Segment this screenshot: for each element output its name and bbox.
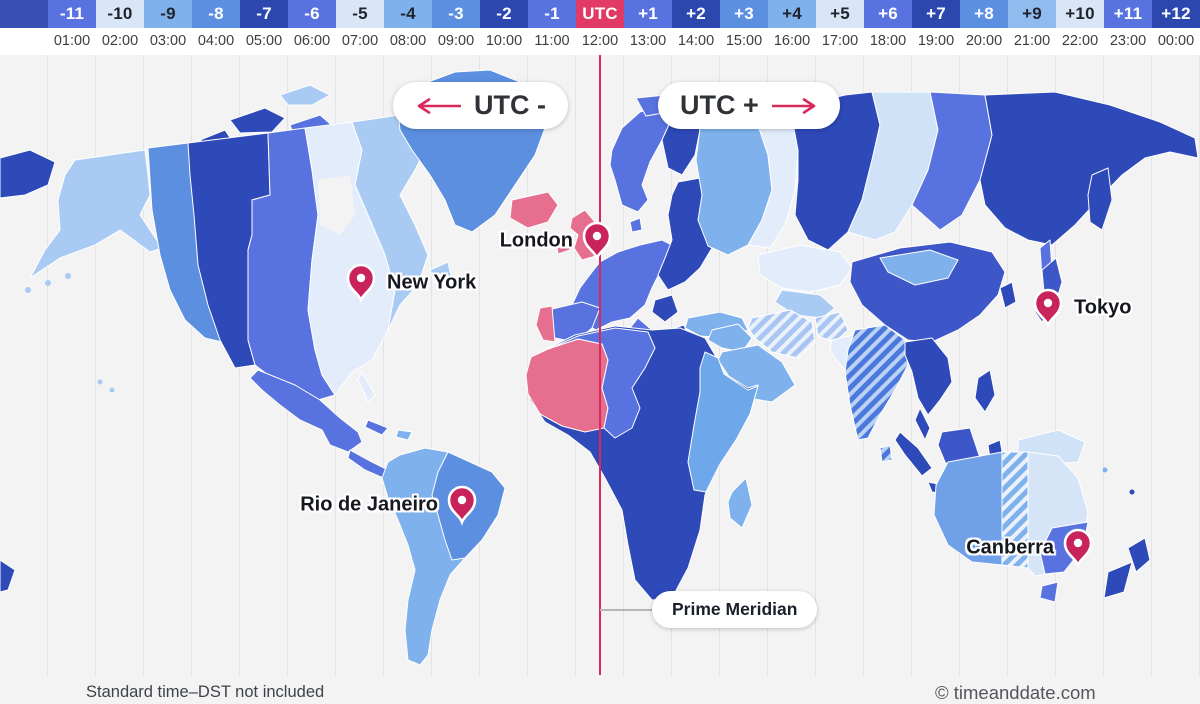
utc-offset-cell-+3[interactable]: +3: [720, 0, 768, 28]
time-label: 16:00: [773, 33, 811, 49]
utc-offset-cell-+5[interactable]: +5: [816, 0, 864, 28]
world-map-area[interactable]: UTC - UTC + Prime Meridian London New Yor…: [0, 55, 1200, 703]
time-label: 22:00: [1061, 33, 1099, 49]
utc-offset-cell--10[interactable]: -10: [96, 0, 144, 28]
utc-offset-cell-+12[interactable]: +12: [1152, 0, 1200, 28]
utc-offset-cell--6[interactable]: -6: [288, 0, 336, 28]
time-label: 19:00: [917, 33, 955, 49]
utc-plus-button[interactable]: UTC +: [658, 82, 840, 129]
time-label: 13:00: [629, 33, 667, 49]
time-label: 06:00: [293, 33, 331, 49]
city-label: London: [499, 229, 573, 252]
time-label: 11:00: [534, 33, 570, 49]
utc-offset-cell-+8[interactable]: +8: [960, 0, 1008, 28]
utc-plus-label: UTC +: [680, 90, 759, 120]
arrow-left-icon: [417, 97, 461, 114]
utc-offset-cell-+6[interactable]: +6: [864, 0, 912, 28]
time-label: 00:00: [1157, 33, 1195, 49]
city-label: Canberra: [966, 536, 1054, 559]
utc-offset-cell--1[interactable]: -1: [528, 0, 576, 28]
time-label: 02:00: [101, 33, 139, 49]
utc-offset-cell--8[interactable]: -8: [192, 0, 240, 28]
prime-meridian-connector: [600, 609, 656, 611]
time-label: 21:00: [1013, 33, 1051, 49]
utc-offset-cell--5[interactable]: -5: [336, 0, 384, 28]
map-pin-icon[interactable]: [1031, 286, 1065, 329]
prime-meridian-label: Prime Meridian: [672, 599, 798, 619]
utc-minus-button[interactable]: UTC -: [393, 82, 568, 129]
utc-minus-label: UTC -: [474, 90, 546, 120]
utc-offset-cell-+1[interactable]: +1: [624, 0, 672, 28]
utc-offset-bar: -11 -10 -9 -8 -7 -6 -5 -4 -3 -2 -1 UTC +1 +2 +3 +4 +5 +6 +…: [0, 0, 1200, 28]
time-label: 23:00: [1109, 33, 1147, 49]
map-pin-icon[interactable]: [344, 261, 378, 304]
time-label: 17:00: [821, 33, 859, 49]
time-label: 05:00: [245, 33, 283, 49]
map-pin-icon[interactable]: [1061, 526, 1095, 569]
utc-offset-cell-+11[interactable]: +11: [1104, 0, 1152, 28]
prime-meridian-line: [598, 55, 602, 675]
utc-offset-cell-+4[interactable]: +4: [768, 0, 816, 28]
time-labels-row: 01:00 02:00 03:00 04:00 05:00 06:00 07:00 08:00…: [0, 28, 1200, 55]
utc-offset-cell-+7[interactable]: +7: [912, 0, 960, 28]
time-label: 07:00: [341, 33, 379, 49]
world-map[interactable]: [0, 55, 1200, 675]
copyright-text: © timeanddate.com: [935, 682, 1096, 703]
time-label: 09:00: [437, 33, 475, 49]
utc-offset-cell-+9[interactable]: +9: [1008, 0, 1056, 28]
dst-footnote: Standard time–DST not included: [86, 683, 325, 701]
arrow-right-icon: [771, 97, 816, 114]
utc-offset-cell--4[interactable]: -4: [384, 0, 432, 28]
utc-offset-cell-UTC[interactable]: UTC: [576, 0, 624, 28]
utc-offset-cell--9[interactable]: -9: [144, 0, 192, 28]
time-label: 08:00: [389, 33, 427, 49]
utc-offset-cell--11[interactable]: -11: [48, 0, 96, 28]
city-label: New York: [387, 271, 477, 294]
time-label: 10:00: [485, 33, 523, 49]
utc-offset-cell--3[interactable]: -3: [432, 0, 480, 28]
city-label: Tokyo: [1074, 296, 1132, 319]
utc-offset-cell--2[interactable]: -2: [480, 0, 528, 28]
time-label: 20:00: [965, 33, 1003, 49]
city-label: Rio de Janeiro: [300, 493, 438, 516]
utc-offset-cell-+10[interactable]: +10: [1056, 0, 1104, 28]
utc-offset-cell-+2[interactable]: +2: [672, 0, 720, 28]
time-label: 18:00: [869, 33, 907, 49]
time-label: 03:00: [149, 33, 187, 49]
time-label: 04:00: [197, 33, 235, 49]
time-row-spacer: [0, 28, 48, 55]
time-label: 12:00: [581, 33, 619, 49]
time-label: 01:00: [53, 33, 91, 49]
map-pin-icon[interactable]: [445, 483, 479, 526]
time-label: 15:00: [725, 33, 763, 49]
map-pin-icon[interactable]: [580, 219, 614, 262]
prime-meridian-badge: Prime Meridian: [652, 591, 818, 628]
utc-offset-cell-edge[interactable]: [0, 0, 48, 28]
utc-offset-cell--7[interactable]: -7: [240, 0, 288, 28]
time-label: 14:00: [677, 33, 715, 49]
